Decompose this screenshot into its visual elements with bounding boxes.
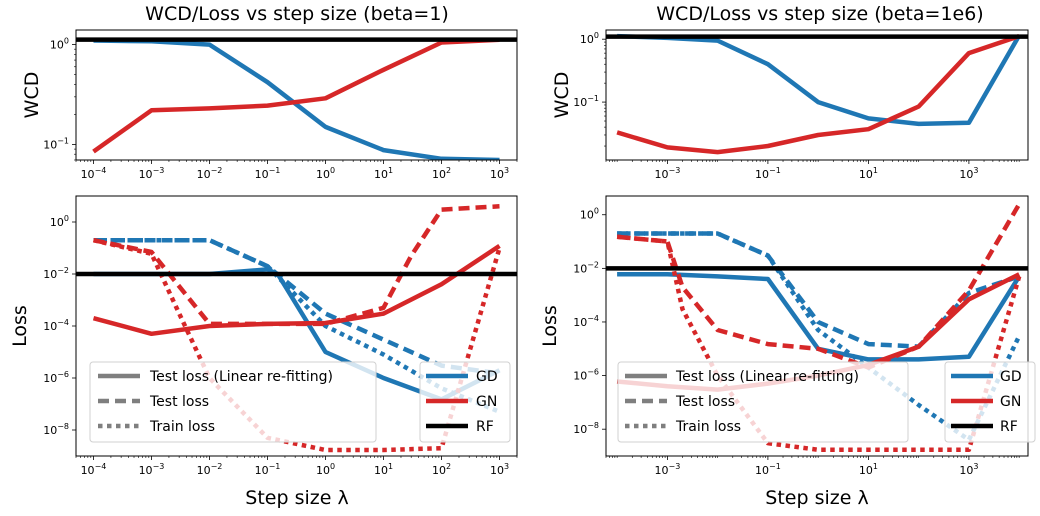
x-tick-label: 100 xyxy=(316,166,335,181)
y-tick-label: 10−4 xyxy=(573,314,599,329)
x-tick-label: 101 xyxy=(374,462,393,477)
x-tick-label: 10−4 xyxy=(81,166,107,181)
y-tick-label: 100 xyxy=(580,207,599,222)
color-legend: GD GN RF xyxy=(419,361,511,443)
x-tick-label: 10−3 xyxy=(139,166,165,181)
legend-entry: Test loss xyxy=(149,394,209,410)
x-tick-label: 10−3 xyxy=(655,166,681,181)
x-tick-label: 10−3 xyxy=(655,462,681,477)
x-axis-label: Step size λ xyxy=(245,487,348,509)
legend-entry: Train loss xyxy=(149,419,215,435)
legend-entry: GN xyxy=(476,394,497,410)
x-tick-label: 10−2 xyxy=(197,462,223,477)
legend-entry: Train loss xyxy=(675,419,741,435)
color-legend: GD GN RF xyxy=(944,361,1036,443)
x-tick-label: 102 xyxy=(432,166,451,181)
x-tick-label: 103 xyxy=(490,166,509,181)
loss-chart-beta-1e6: Loss Step size λ 10−3 10−1 101 103 10−8 10−6 1… xyxy=(539,195,1036,509)
x-tick-label: 10−4 xyxy=(81,462,107,477)
x-tick-label: 101 xyxy=(374,166,393,181)
x-tick-label: 10−1 xyxy=(755,462,781,477)
chart-title: WCD/Loss vs step size (beta=1e6) xyxy=(656,3,983,25)
series-line-gn-dotted xyxy=(616,234,1022,453)
series-line-gd-dotted xyxy=(617,231,1022,443)
wcd-chart-beta-1: WCD/Loss vs step size (beta=1) WCD 10−4 1… xyxy=(21,3,518,181)
y-tick-label: 10−6 xyxy=(573,368,599,383)
legend-entry: GD xyxy=(1000,369,1022,385)
plot-frame xyxy=(605,195,1029,457)
x-tick-label: 10−1 xyxy=(255,166,281,181)
plot-frame xyxy=(605,29,1029,161)
style-legend: Test loss (Linear re-fitting) Test loss … xyxy=(617,361,909,443)
y-tick-label: 10−8 xyxy=(43,422,69,437)
y-tick-label: 10−4 xyxy=(43,318,69,333)
y-axis-label: Loss xyxy=(9,305,31,347)
legend-entry: RF xyxy=(476,419,494,435)
y-tick-label: 100 xyxy=(50,214,69,229)
series-line-gn-solid xyxy=(616,33,1020,155)
x-tick-label: 103 xyxy=(959,166,978,181)
series-line-gn-solid xyxy=(92,37,500,154)
y-tick-label: 100 xyxy=(50,37,69,52)
x-tick-label: 100 xyxy=(316,462,335,477)
series-line-gd-solid xyxy=(617,33,1022,127)
x-tick-label: 103 xyxy=(959,462,978,477)
y-tick-label: 10−6 xyxy=(43,370,69,385)
plot-frame xyxy=(75,29,518,161)
legend-entry: Test loss (Linear re-fitting) xyxy=(149,369,333,385)
y-tick-label: 10−2 xyxy=(573,260,599,275)
y-tick-label: 10−1 xyxy=(573,94,599,109)
x-tick-label: 103 xyxy=(490,462,509,477)
legend-entry: GD xyxy=(476,369,498,385)
x-tick-label: 10−1 xyxy=(755,166,781,181)
x-tick-label: 10−1 xyxy=(255,462,281,477)
x-axis-label: Step size λ xyxy=(765,487,868,509)
y-axis-label: WCD xyxy=(21,72,43,119)
legend-entry: RF xyxy=(1000,419,1018,435)
y-tick-label: 10−1 xyxy=(43,137,69,152)
y-axis-label: Loss xyxy=(539,305,561,347)
series-line-gn-dashed xyxy=(616,202,1022,370)
legend-entry: Test loss xyxy=(675,394,735,410)
legend-entry: GN xyxy=(1000,394,1021,410)
x-tick-label: 101 xyxy=(859,462,878,477)
y-axis-label: WCD xyxy=(551,72,573,119)
x-tick-label: 10−3 xyxy=(139,462,165,477)
y-tick-label: 100 xyxy=(580,31,599,46)
style-legend: Test loss (Linear re-fitting) Test loss … xyxy=(89,361,377,443)
x-tick-label: 10−2 xyxy=(197,166,223,181)
legend-entry: Test loss (Linear re-fitting) xyxy=(675,369,859,385)
chart-title: WCD/Loss vs step size (beta=1) xyxy=(145,3,449,25)
y-tick-label: 10−8 xyxy=(573,421,599,436)
x-tick-label: 101 xyxy=(859,166,878,181)
wcd-chart-beta-1e6: WCD/Loss vs step size (beta=1e6) WCD 10−… xyxy=(551,3,1029,181)
x-tick-label: 102 xyxy=(432,462,451,477)
loss-chart-beta-1: Loss Step size λ 10−4 10−3 10−2 10−1 100 101 1… xyxy=(9,195,518,509)
plot-frame xyxy=(75,195,518,457)
y-tick-label: 10−2 xyxy=(43,266,69,281)
